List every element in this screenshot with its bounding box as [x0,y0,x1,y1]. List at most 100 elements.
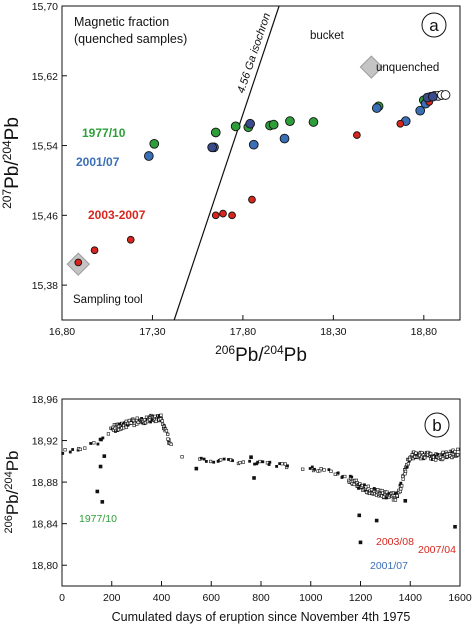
trend-point [68,450,72,454]
x-tick-label-a: 18,30 [320,326,346,338]
trend-point [169,442,173,446]
trend-point [372,487,376,490]
chart-b-xlabel: Cumulated days of eruption since Novembe… [112,610,411,624]
trend-point [310,465,314,469]
trend-point [106,432,111,436]
data-point [268,119,279,130]
chart-a-ylabel: 207Pb/204Pb [0,117,23,209]
trend-point [456,453,460,457]
trend-point [398,489,402,494]
trend-point [153,414,157,418]
trend-point [154,419,158,423]
data-point [143,151,154,161]
outlier-point [403,499,408,503]
x-tick-label-b: 0 [59,592,65,604]
trend-point [92,441,96,445]
outlier-point [99,437,103,442]
x-tick-label-b: 800 [252,592,270,604]
data-point [308,117,319,127]
trend-point [370,488,374,492]
trend-point [164,429,169,433]
trend-point [456,447,460,451]
outlier-point [358,540,363,545]
y-tick-label-a: 15,70 [32,1,58,13]
trend-point [83,446,87,450]
trend-point [399,487,403,491]
trend-point [280,462,284,466]
y-tick-label-a: 15,38 [32,280,58,292]
data-point [440,90,451,100]
x-tick-label-b: 600 [202,592,220,604]
trend-point [248,459,252,463]
data-point [245,118,255,129]
trend-point [414,451,418,455]
annotation-b-2003-08: 2003/08 [376,536,414,548]
trend-point [385,496,388,500]
trend-point [149,420,152,424]
trend-point [278,462,282,466]
data-point [149,138,160,149]
y-tick-label-b: 18,80 [32,560,58,572]
trend-point [434,458,438,462]
outlier-point [357,513,362,518]
chart-a-points [74,90,451,267]
trend-point [352,482,356,487]
outlier-point [98,464,103,469]
data-point [248,195,256,204]
x-tick-label-b: 1400 [399,592,423,604]
data-point [353,131,361,139]
x-tick-label-b: 200 [103,592,121,604]
data-point [228,211,236,220]
annotation-2003-2007: 2003-2007 [88,208,146,222]
trend-point [227,458,230,461]
data-point [126,235,135,244]
x-tick-label-b: 1200 [349,592,373,604]
trend-point [96,442,100,446]
trend-point [158,417,163,421]
diamond-marker [359,55,384,79]
annotation-1977-10: 1977/10 [82,126,126,140]
annotation-unquenched: unquenched [376,62,439,74]
trend-point [275,464,279,468]
data-point [371,103,382,113]
chart-b-points [61,413,460,545]
trend-point [78,447,82,451]
chart-a: 16,80 17,30 17,80 18,30 18,80 15,38 15,46 15,54… [0,1,461,366]
trend-point [261,460,265,464]
trend-point [387,492,391,495]
panel-label-circle-a [421,12,447,38]
trend-point [322,468,326,472]
trend-point [357,486,361,490]
outlier-point [374,518,379,523]
trend-point [159,413,163,417]
trend-point [199,456,203,460]
y-tick-label-b: 18,88 [32,477,58,489]
outlier-point [249,455,253,459]
trend-point [441,457,445,461]
trend-point [395,491,399,495]
chart-a-plot-area [61,5,461,321]
trend-point [423,456,427,460]
trend-point [382,495,386,499]
x-tick-label-a: 17,30 [139,326,165,338]
trend-point [129,421,133,425]
panel-label-b: b [432,416,441,435]
annotation-2001-07: 2001/07 [76,155,120,169]
chart-a-subtitle: (quenched samples) [74,32,187,46]
x-tick-label-b: 400 [153,592,171,604]
trend-point [124,419,128,423]
trend-point [376,488,380,492]
trend-point [336,471,340,475]
trend-point [267,463,271,466]
data-point [230,121,241,132]
trend-point [256,460,260,464]
trend-point [231,459,234,463]
chart-a-tick-labels: 16,80 17,30 17,80 18,30 18,80 15,38 15,46 15,54… [32,1,437,338]
outlier-point [252,476,256,480]
data-point [90,246,99,255]
trend-point [241,460,245,464]
outlier-point [453,524,457,529]
trend-point [253,462,256,466]
trend-point [395,494,399,498]
data-point [415,105,426,116]
